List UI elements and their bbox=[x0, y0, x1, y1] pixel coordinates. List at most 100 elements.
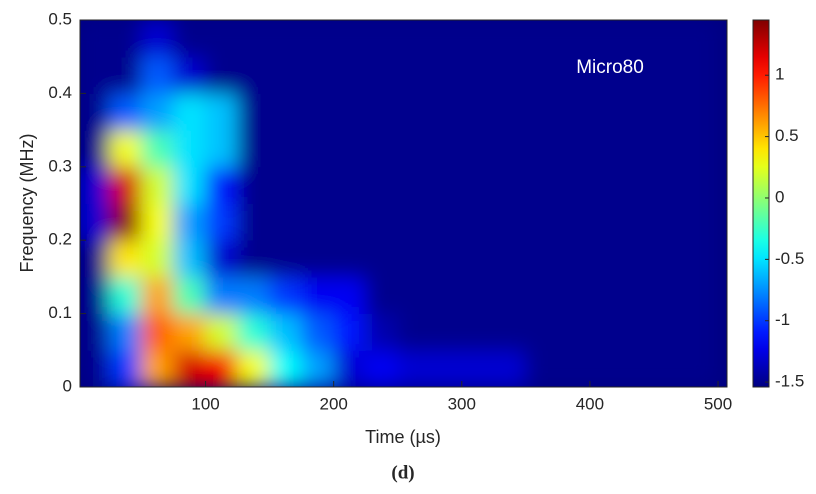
x-tick-label: 500 bbox=[704, 394, 732, 413]
heatmap-cell bbox=[621, 276, 655, 315]
heatmap-cell bbox=[365, 56, 399, 94]
heatmap-cell bbox=[621, 166, 655, 204]
heatmap-cell bbox=[108, 166, 142, 204]
y-tick-label: 0 bbox=[63, 376, 72, 395]
heatmap-cell bbox=[301, 56, 335, 94]
heatmap-cell bbox=[685, 276, 719, 315]
plot-area bbox=[80, 20, 727, 387]
heatmap-cell bbox=[333, 56, 367, 94]
heatmap-cell bbox=[621, 203, 655, 241]
heatmap-cell bbox=[653, 92, 687, 131]
heatmap-cell bbox=[140, 349, 175, 387]
heatmap-cell bbox=[589, 166, 623, 204]
heatmap-cell bbox=[397, 20, 431, 58]
heatmap-cell bbox=[461, 92, 495, 131]
heatmap-cell bbox=[589, 239, 623, 278]
heatmap-cell bbox=[493, 129, 527, 168]
heatmap-cell bbox=[525, 313, 559, 351]
heatmap-cell bbox=[333, 92, 367, 131]
heatmap-cell bbox=[653, 203, 687, 241]
heatmap-cell bbox=[493, 20, 527, 58]
heatmap-cell bbox=[525, 276, 559, 315]
heatmap-cell bbox=[269, 203, 303, 241]
heatmap-cell bbox=[301, 239, 335, 278]
y-tick-label: 0.2 bbox=[48, 230, 72, 249]
colorbar-tick-label: -1 bbox=[775, 310, 790, 329]
heatmap-cell bbox=[429, 276, 463, 315]
heatmap-cell bbox=[269, 166, 303, 204]
heatmap-cell bbox=[269, 349, 303, 387]
heatmap-cell bbox=[80, 203, 110, 241]
heatmap-cell bbox=[461, 20, 495, 58]
colorbar-tick-label: -1.5 bbox=[775, 372, 804, 391]
heatmap-cell bbox=[333, 276, 367, 315]
x-tick-label: 100 bbox=[191, 394, 219, 413]
heatmap-cell bbox=[173, 349, 207, 387]
heatmap-cell bbox=[589, 129, 623, 168]
heatmap-cell bbox=[429, 129, 463, 168]
heatmap-cell bbox=[493, 349, 527, 387]
heatmap-cell bbox=[80, 129, 110, 168]
ticks: 100 200 300 400 500 0 0.1 0.2 0.3 0.4 0.5 -1.5 -1 -0.… bbox=[48, 9, 804, 413]
heatmap-cell bbox=[653, 56, 687, 94]
heatmap-cell bbox=[269, 92, 303, 131]
heatmap-cell bbox=[333, 203, 367, 241]
heatmap-cell bbox=[140, 56, 175, 94]
heatmap-cell bbox=[108, 56, 142, 94]
heatmap-cell bbox=[429, 92, 463, 131]
heatmap-cell bbox=[429, 166, 463, 204]
heatmap-cell bbox=[333, 239, 367, 278]
colorbar-tick-label: 1 bbox=[775, 65, 784, 84]
heatmap-cell bbox=[173, 203, 207, 241]
y-axis-label: Frequency (MHz) bbox=[17, 133, 37, 272]
heatmap-cell bbox=[173, 20, 207, 58]
heatmap-cell bbox=[621, 239, 655, 278]
heatmap-cell bbox=[140, 203, 175, 241]
heatmap-cell bbox=[557, 20, 591, 58]
heatmap-cell bbox=[108, 203, 142, 241]
heatmap-cell bbox=[461, 313, 495, 351]
heatmap-cell bbox=[140, 92, 175, 131]
y-tick-label: 0.5 bbox=[48, 9, 72, 28]
heatmap-cell bbox=[365, 239, 399, 278]
heatmap-cell bbox=[685, 20, 719, 58]
heatmap-cell bbox=[685, 313, 719, 351]
heatmap-cell bbox=[429, 20, 463, 58]
heatmap-cell bbox=[80, 56, 110, 94]
heatmap-cell bbox=[493, 276, 527, 315]
heatmap-cell bbox=[429, 349, 463, 387]
heatmap-cell bbox=[685, 239, 719, 278]
x-tick-label: 200 bbox=[319, 394, 347, 413]
colorbar bbox=[752, 19, 770, 388]
heatmap-cell bbox=[301, 129, 335, 168]
heatmap-cell bbox=[301, 313, 335, 351]
heatmap-cell bbox=[525, 166, 559, 204]
x-tick-label: 400 bbox=[576, 394, 604, 413]
heatmap-cell bbox=[557, 203, 591, 241]
heatmap-cell bbox=[205, 349, 239, 387]
heatmap-cell bbox=[557, 349, 591, 387]
heatmap-cell bbox=[493, 313, 527, 351]
heatmap-cell bbox=[140, 239, 175, 278]
heatmap-cell bbox=[653, 129, 687, 168]
heatmap-cell bbox=[301, 92, 335, 131]
heatmap-cell bbox=[397, 166, 431, 204]
caption: (d) bbox=[391, 462, 414, 483]
heatmap bbox=[80, 20, 719, 387]
heatmap-cell bbox=[365, 313, 399, 351]
heatmap-cell bbox=[80, 349, 110, 387]
heatmap-cell bbox=[589, 276, 623, 315]
heatmap-cell bbox=[205, 276, 239, 315]
heatmap-cell bbox=[237, 92, 271, 131]
heatmap-cell bbox=[525, 203, 559, 241]
heatmap-cell bbox=[397, 56, 431, 94]
heatmap-cell bbox=[493, 92, 527, 131]
heatmap-cell bbox=[80, 239, 110, 278]
heatmap-cell bbox=[365, 20, 399, 58]
heatmap-cell bbox=[621, 129, 655, 168]
heatmap-cell bbox=[237, 129, 271, 168]
heatmap-cell bbox=[621, 20, 655, 58]
heatmap-cell bbox=[525, 349, 559, 387]
heatmap-cell bbox=[589, 92, 623, 131]
heatmap-cell bbox=[525, 56, 559, 94]
